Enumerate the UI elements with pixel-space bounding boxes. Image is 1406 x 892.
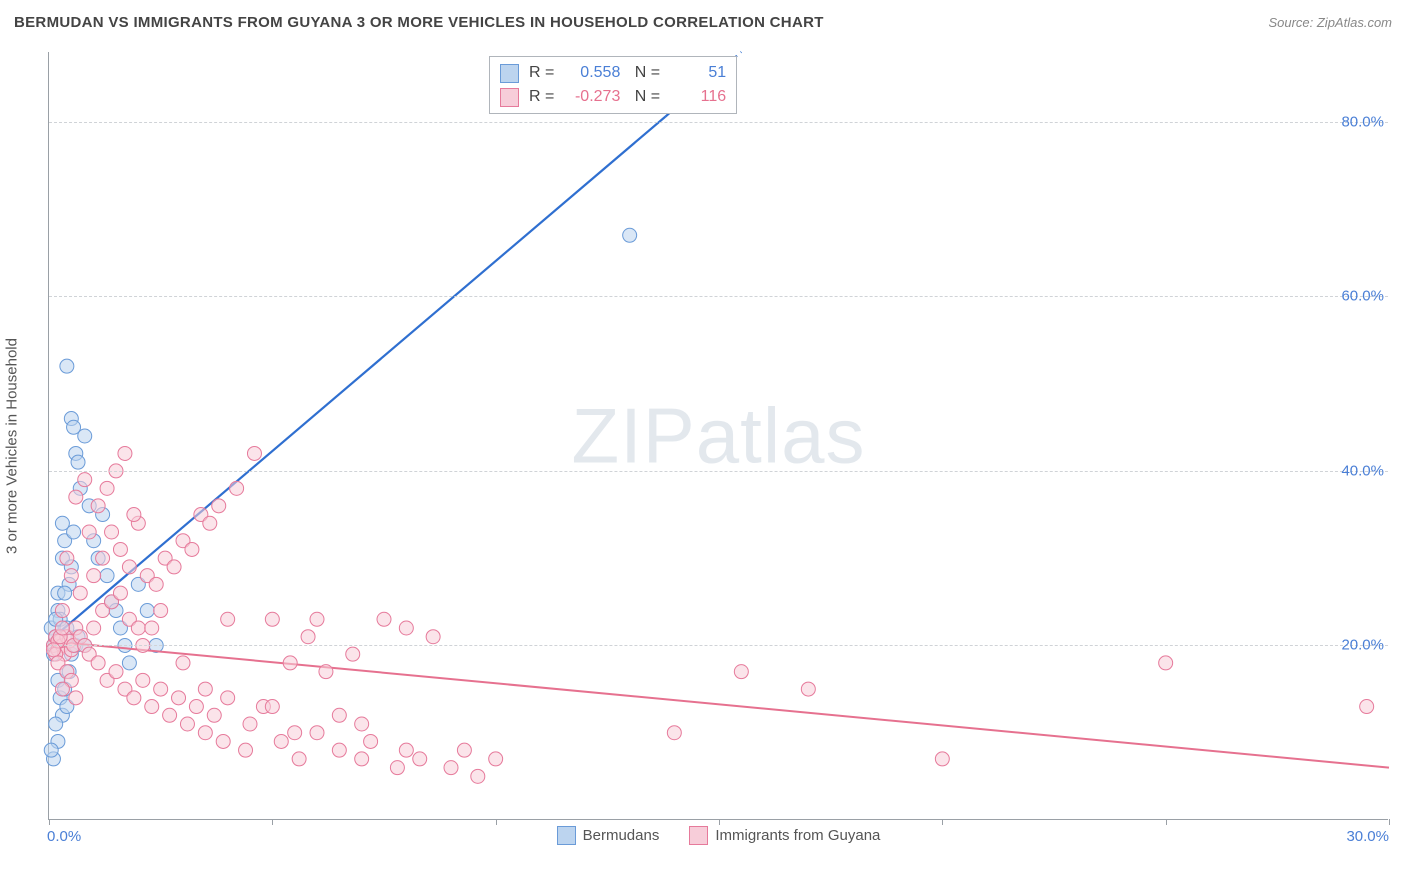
x-tick-mark: [942, 819, 943, 825]
x-tick-mark: [1166, 819, 1167, 825]
x-tick-mark: [272, 819, 273, 825]
x-tick-mark: [1389, 819, 1390, 825]
stat-n-value-bermudans: 51: [670, 61, 726, 85]
legend-label: Bermudans: [583, 827, 660, 844]
gridline: [49, 122, 1388, 123]
swatch-blue-icon: [500, 64, 519, 83]
stat-n-value-guyana: 116: [670, 85, 726, 109]
stat-r-value-bermudans: 0.558: [564, 61, 620, 85]
y-tick-label: 20.0%: [1333, 637, 1392, 654]
scatter-plot-svg: [49, 52, 1388, 819]
correlation-stats-box: R = 0.558 N = 51 R = -0.273 N = 116: [489, 56, 737, 114]
chart-title: BERMUDAN VS IMMIGRANTS FROM GUYANA 3 OR …: [14, 14, 824, 31]
x-tick-mark: [49, 819, 50, 825]
stat-r-label: R =: [529, 85, 554, 109]
gridline: [49, 296, 1388, 297]
stat-n-label: N =: [630, 61, 660, 85]
x-tick-mark: [719, 819, 720, 825]
x-tick-label: 30.0%: [1346, 828, 1389, 845]
chart-plot-area: ZIPatlas R = 0.558 N = 51 R = -0.273 N =…: [48, 52, 1388, 820]
x-tick-label: 0.0%: [47, 828, 81, 845]
swatch-pink-icon: [500, 88, 519, 107]
y-tick-label: 80.0%: [1333, 113, 1392, 130]
y-tick-label: 40.0%: [1333, 462, 1392, 479]
stats-row-bermudans: R = 0.558 N = 51: [500, 61, 726, 85]
stats-row-guyana: R = -0.273 N = 116: [500, 85, 726, 109]
y-axis-label: 3 or more Vehicles in Household: [4, 338, 21, 554]
gridline: [49, 645, 1388, 646]
x-tick-mark: [496, 819, 497, 825]
swatch-pink-icon: [689, 826, 708, 845]
stat-r-label: R =: [529, 61, 554, 85]
legend-item-bermudans: Bermudans: [557, 826, 660, 845]
stat-r-value-guyana: -0.273: [564, 85, 620, 109]
legend-item-guyana: Immigrants from Guyana: [689, 826, 880, 845]
gridline: [49, 471, 1388, 472]
source-attribution: Source: ZipAtlas.com: [1268, 15, 1392, 30]
stat-n-label: N =: [630, 85, 660, 109]
y-tick-label: 60.0%: [1333, 288, 1392, 305]
legend-label: Immigrants from Guyana: [715, 827, 880, 844]
swatch-blue-icon: [557, 826, 576, 845]
legend: Bermudans Immigrants from Guyana: [49, 826, 1388, 845]
